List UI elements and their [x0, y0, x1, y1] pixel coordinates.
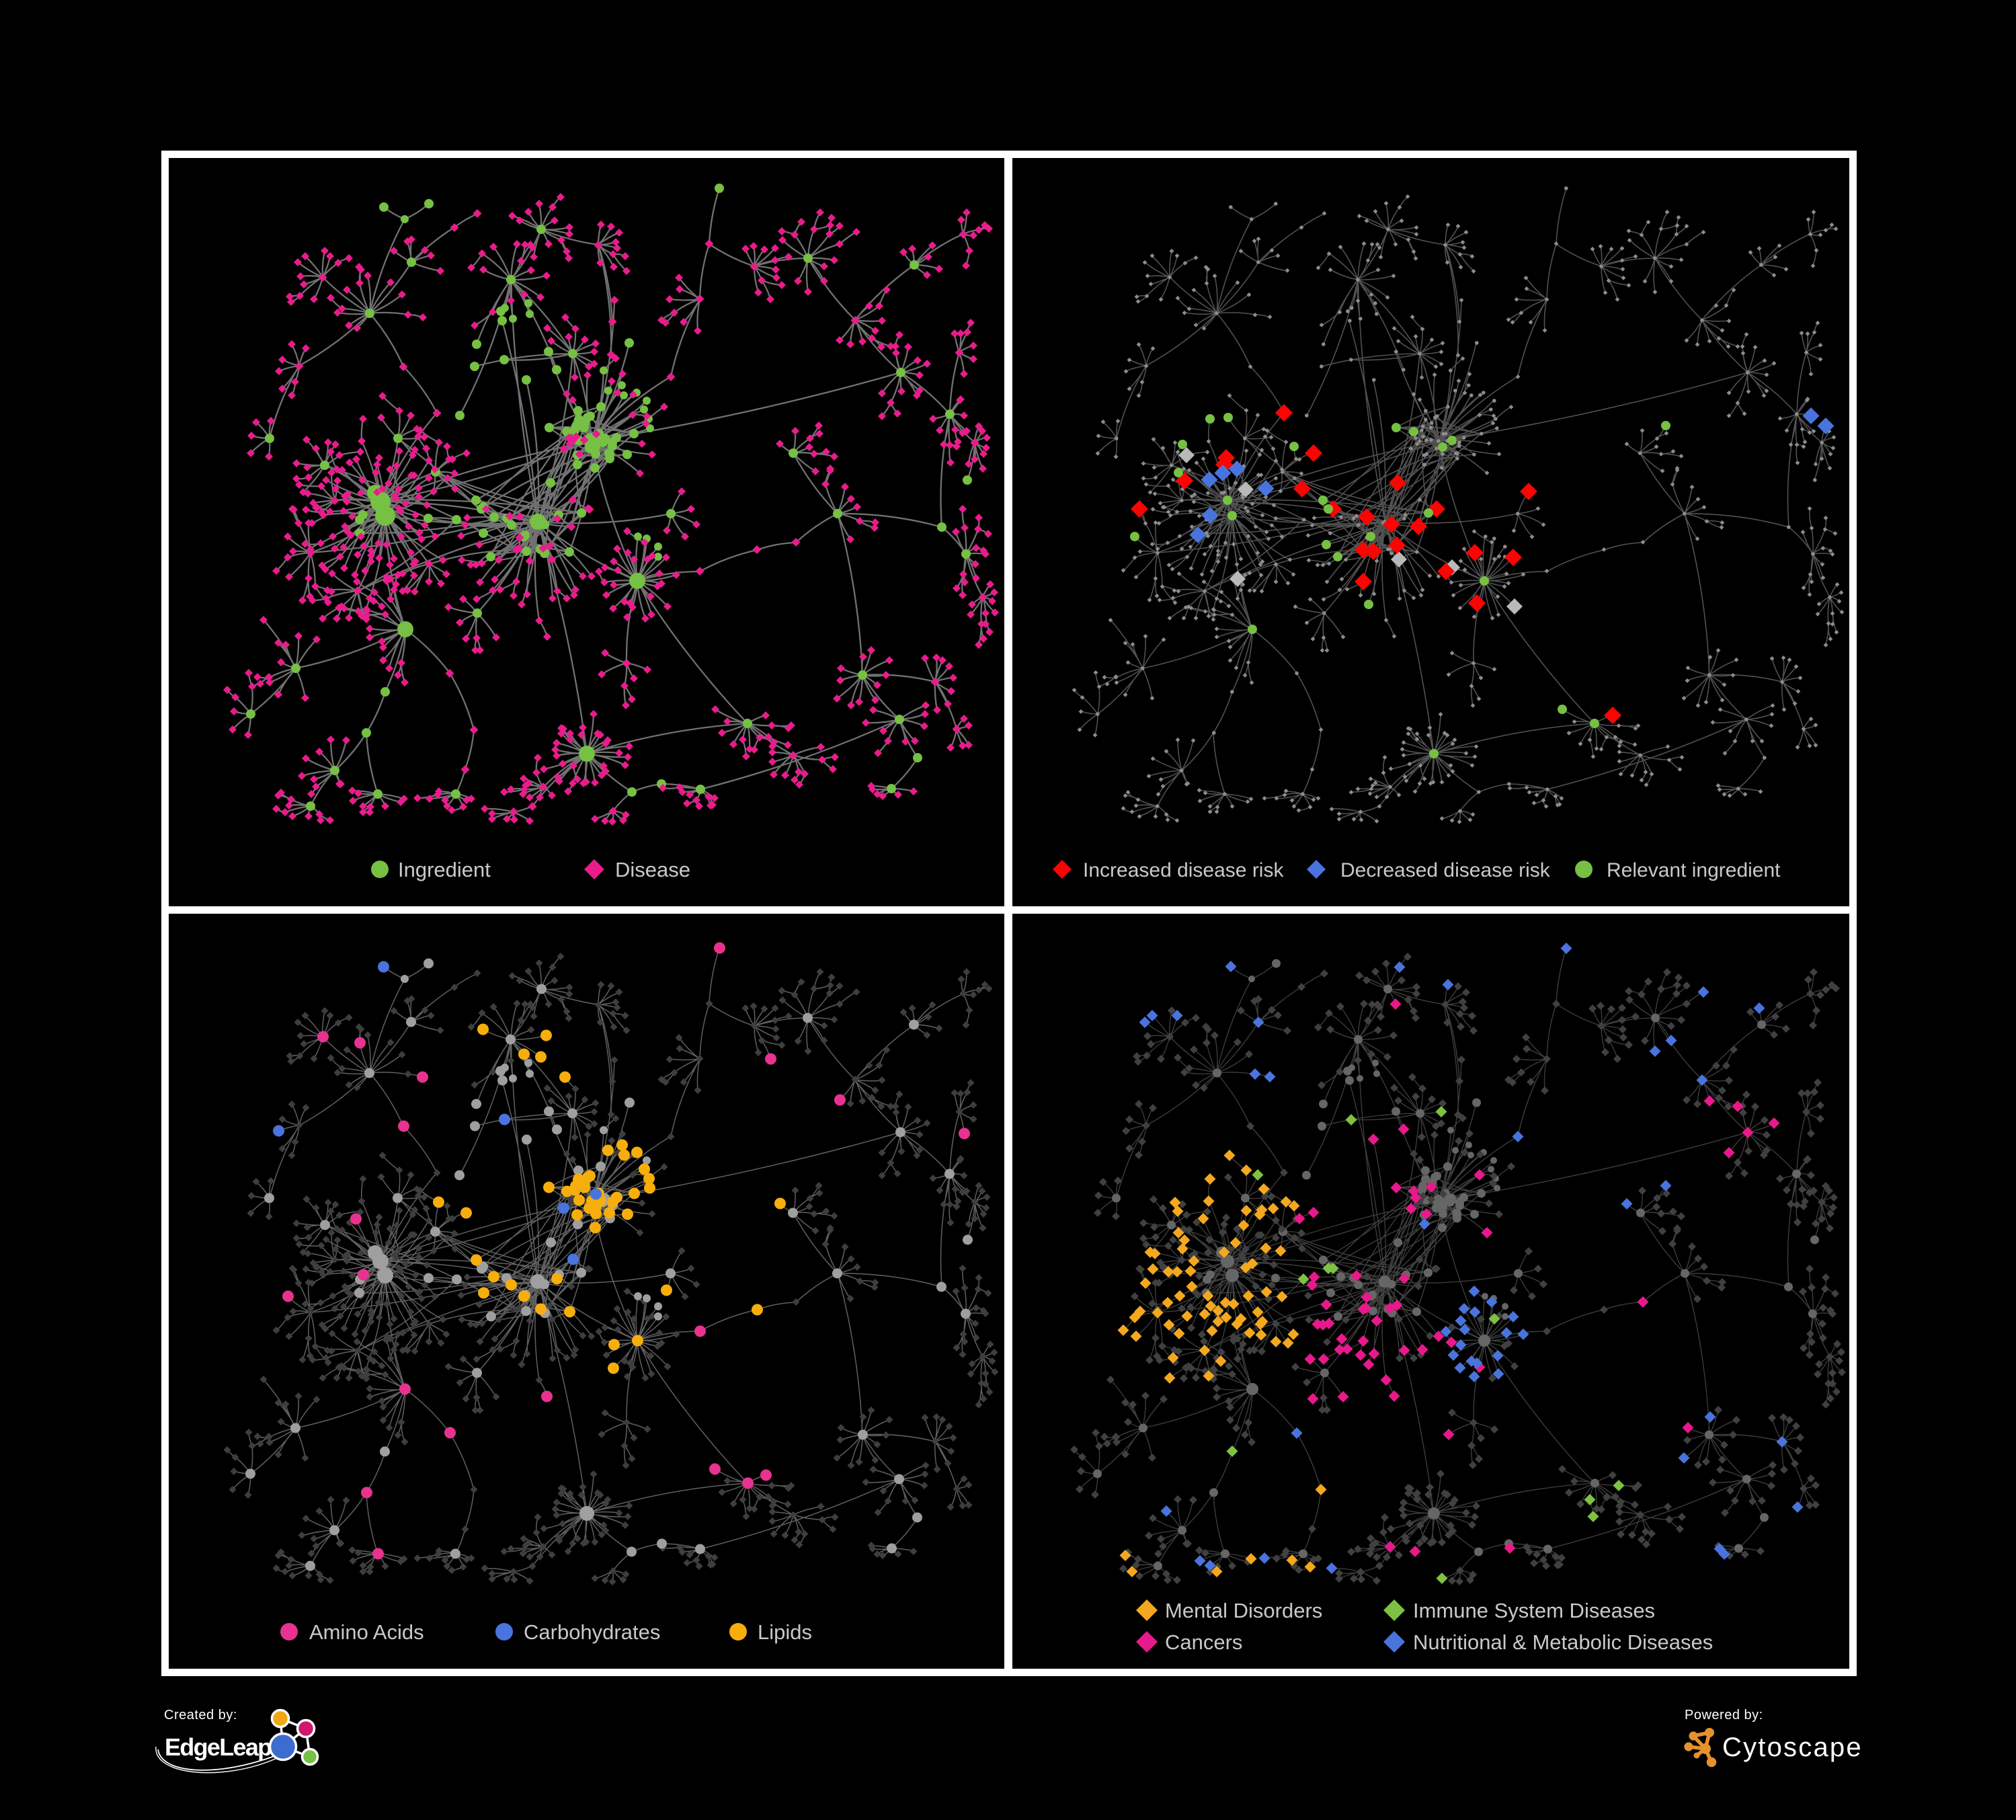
svg-text:Ingredient: Ingredient	[398, 858, 491, 881]
svg-text:Mental Disorders: Mental Disorders	[1165, 1599, 1322, 1622]
svg-text:Immune System Diseases: Immune System Diseases	[1413, 1599, 1655, 1622]
svg-text:Lipids: Lipids	[758, 1620, 812, 1644]
svg-text:Cytoscape: Cytoscape	[1722, 1733, 1863, 1762]
svg-text:EdgeLeap: EdgeLeap	[165, 1733, 272, 1761]
svg-text:Carbohydrates: Carbohydrates	[524, 1620, 660, 1644]
svg-text:Cancers: Cancers	[1165, 1630, 1242, 1654]
svg-text:Decreased disease risk: Decreased disease risk	[1340, 859, 1551, 881]
svg-text:Disease: Disease	[615, 858, 690, 881]
svg-text:Increased disease risk: Increased disease risk	[1083, 859, 1284, 881]
svg-text:Nutritional & Metabolic Diseas: Nutritional & Metabolic Diseases	[1413, 1630, 1713, 1654]
svg-text:Relevant ingredient: Relevant ingredient	[1607, 859, 1781, 881]
svg-text:Amino Acids: Amino Acids	[309, 1620, 424, 1644]
